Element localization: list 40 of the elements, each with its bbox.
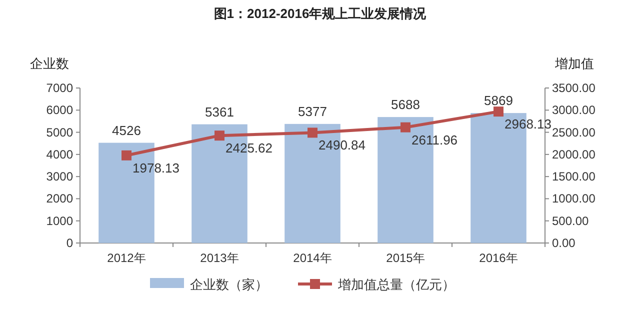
data-label: 5361 <box>205 104 234 120</box>
data-label: 5688 <box>391 97 420 112</box>
legend-label: 企业数（家） <box>190 277 268 292</box>
y-tick-label: 6000 <box>46 103 74 118</box>
y-axis-title: 企业数 <box>30 56 69 71</box>
data-label: 2611.96 <box>412 132 458 148</box>
y2-tick-label: 500.00 <box>552 214 590 228</box>
point <box>214 130 224 141</box>
y-tick-label: 7000 <box>46 81 74 95</box>
point <box>122 150 132 160</box>
data-label: 1978.13 <box>132 160 180 176</box>
data-label: 5377 <box>298 104 327 119</box>
x-tick-label: 2013年 <box>200 251 239 265</box>
x-tick-label: 2012年 <box>107 251 146 265</box>
chart-title: 图1：2012-2016年规上工业发展情况 <box>214 6 428 21</box>
data-label: 2490.84 <box>318 138 366 153</box>
y2-tick-label: 2500.00 <box>552 125 596 140</box>
x-tick-label: 2016年 <box>479 251 518 265</box>
y2-tick-label: 2000.00 <box>552 147 596 162</box>
y-tick-label: 2000 <box>46 192 74 206</box>
x-tick-label: 2015年 <box>386 251 425 265</box>
data-label: 4526 <box>112 122 141 138</box>
y2-tick-label: 1000.00 <box>552 192 596 206</box>
y-tick-label: 0 <box>66 236 74 250</box>
y-tick-label: 5000 <box>46 125 74 140</box>
legend-label: 增加值总量（亿元） <box>337 277 455 292</box>
y2-tick-label: 1500.00 <box>552 170 596 184</box>
y2-axis-title: 增加值 <box>554 56 594 71</box>
y2-tick-label: 3000.00 <box>552 103 596 118</box>
y-tick-label: 1000 <box>46 214 74 228</box>
y-tick-label: 3000 <box>46 170 74 184</box>
y-tick-label: 4000 <box>46 147 74 162</box>
y2-tick-label: 3500.00 <box>552 81 596 95</box>
x-tick-label: 2014年 <box>293 251 332 265</box>
data-label: 2425.62 <box>226 140 272 156</box>
y2-tick-label: 0.00 <box>552 236 576 250</box>
data-label: 5869 <box>484 93 513 108</box>
point <box>494 106 504 117</box>
point <box>308 128 318 138</box>
point <box>400 122 410 132</box>
